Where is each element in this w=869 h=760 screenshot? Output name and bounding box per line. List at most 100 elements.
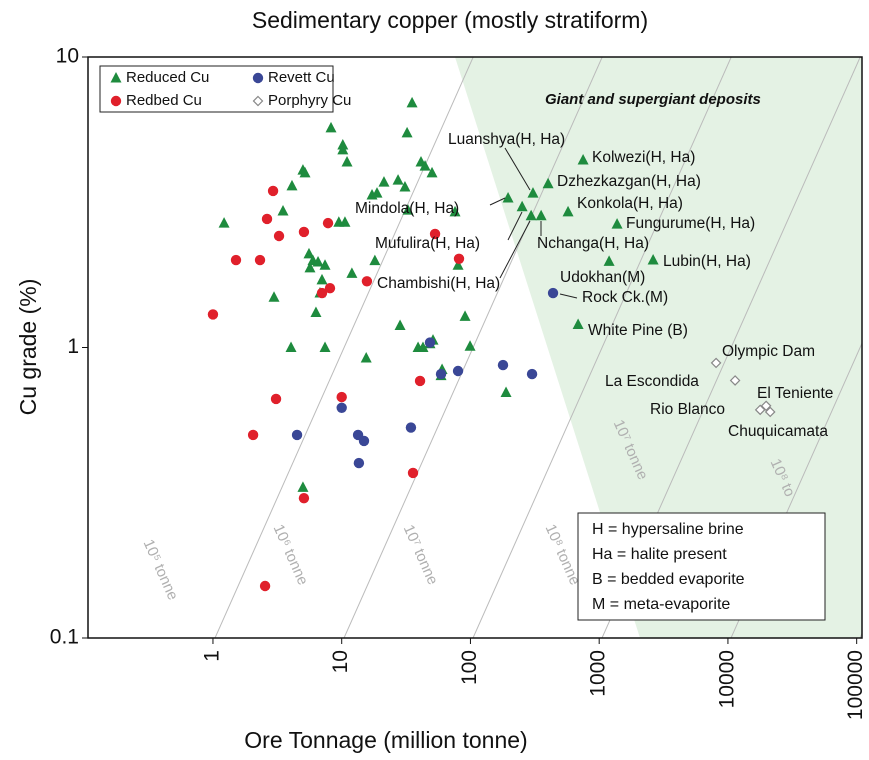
- point: [336, 402, 347, 414]
- annotation: Fungurume(H, Ha): [626, 215, 755, 232]
- point: [392, 174, 404, 185]
- legend-label: Redbed Cu: [126, 92, 202, 109]
- y-tick-label: 0.1: [50, 626, 79, 649]
- iso-label: 10⁶ tonne: [270, 522, 312, 588]
- point: [426, 166, 438, 178]
- point: [286, 179, 298, 191]
- x-tick-label: 1000: [587, 650, 610, 697]
- point: [369, 254, 381, 266]
- annotation: Mindola(H, Ha): [355, 200, 459, 217]
- point: [525, 209, 537, 221]
- point: [611, 218, 623, 229]
- leader-line: [507, 211, 523, 241]
- key-text: M = meta-evaporite: [592, 596, 730, 613]
- point: [303, 247, 315, 259]
- point: [459, 310, 471, 321]
- point: [710, 357, 722, 369]
- annotation: Luanshya(H, Ha): [448, 131, 565, 148]
- point: [603, 255, 615, 266]
- point: [261, 213, 273, 225]
- point: [500, 386, 512, 397]
- x-tick-label: 100: [458, 650, 481, 685]
- point: [453, 253, 465, 264]
- point: [299, 166, 311, 178]
- leader-line: [559, 293, 578, 299]
- point: [218, 217, 230, 228]
- point: [378, 176, 390, 187]
- point: [353, 457, 365, 469]
- point: [452, 365, 464, 377]
- annotation: Rio Blanco: [650, 401, 725, 418]
- leader-line: [504, 147, 531, 191]
- point: [516, 200, 528, 212]
- point: [502, 192, 514, 203]
- point: [361, 276, 373, 287]
- point: [429, 228, 441, 240]
- point: [371, 187, 383, 198]
- point: [526, 368, 538, 380]
- legend-marker: [252, 95, 264, 107]
- point: [341, 156, 353, 167]
- point: [230, 254, 242, 266]
- point: [572, 318, 584, 329]
- point: [527, 187, 539, 198]
- point: [497, 359, 509, 371]
- chart-title: Sedimentary copper (mostly stratiform): [252, 7, 648, 33]
- point: [207, 309, 219, 320]
- annotation: Udokhan(M): [560, 269, 645, 286]
- legend-label: Reduced Cu: [126, 69, 209, 86]
- point: [417, 341, 429, 352]
- legend-box: [99, 65, 334, 113]
- point: [316, 287, 328, 299]
- point: [562, 205, 574, 217]
- iso-label: 10⁷ tonne: [400, 522, 441, 587]
- point: [547, 287, 559, 299]
- point: [577, 154, 589, 165]
- annotation: Kolwezi(H, Ha): [592, 149, 695, 166]
- point: [394, 319, 406, 331]
- key-text: Ha = halite present: [592, 546, 727, 563]
- legend-label: Porphyry Cu: [268, 92, 351, 109]
- annotation: La Escondida: [605, 373, 699, 390]
- annotation: Rock Ck.(M): [582, 289, 668, 306]
- iso-label: 10⁵ tonne: [140, 537, 182, 603]
- point: [298, 492, 310, 504]
- point: [435, 368, 447, 380]
- y-axis-title: Cu grade (%): [15, 279, 41, 416]
- point: [729, 375, 741, 386]
- legend-label: Revett Cu: [268, 69, 335, 86]
- y-tick-label: 1: [67, 335, 79, 358]
- point: [291, 429, 303, 441]
- point: [464, 340, 476, 351]
- x-tick-label: 100000: [844, 650, 867, 720]
- key-text: H = hypersaline brine: [592, 521, 744, 538]
- point: [346, 267, 358, 278]
- point: [270, 393, 282, 405]
- point: [449, 205, 461, 217]
- point: [247, 429, 259, 441]
- point: [316, 273, 328, 285]
- point: [407, 467, 419, 479]
- x-tick-label: 10: [329, 650, 352, 673]
- point: [297, 481, 309, 492]
- annotation: Giant and supergiant deposits: [545, 91, 761, 108]
- point: [319, 341, 331, 352]
- annotation: White Pine (B): [588, 322, 688, 339]
- annotation: El Teniente: [757, 385, 833, 402]
- point: [268, 291, 280, 302]
- point: [273, 230, 285, 242]
- point: [419, 160, 431, 171]
- annotation: Olympic Dam: [722, 343, 815, 360]
- point: [358, 435, 370, 447]
- legend-marker: [252, 72, 264, 84]
- annotation: Nchanga(H, Ha): [537, 235, 649, 252]
- point: [325, 121, 337, 133]
- point: [322, 217, 334, 229]
- point: [339, 216, 351, 227]
- key-text: B = bedded evaporite: [592, 571, 745, 588]
- iso-line: [472, 57, 732, 638]
- point: [324, 283, 336, 294]
- legend-marker: [110, 72, 122, 83]
- leader-line: [499, 220, 531, 279]
